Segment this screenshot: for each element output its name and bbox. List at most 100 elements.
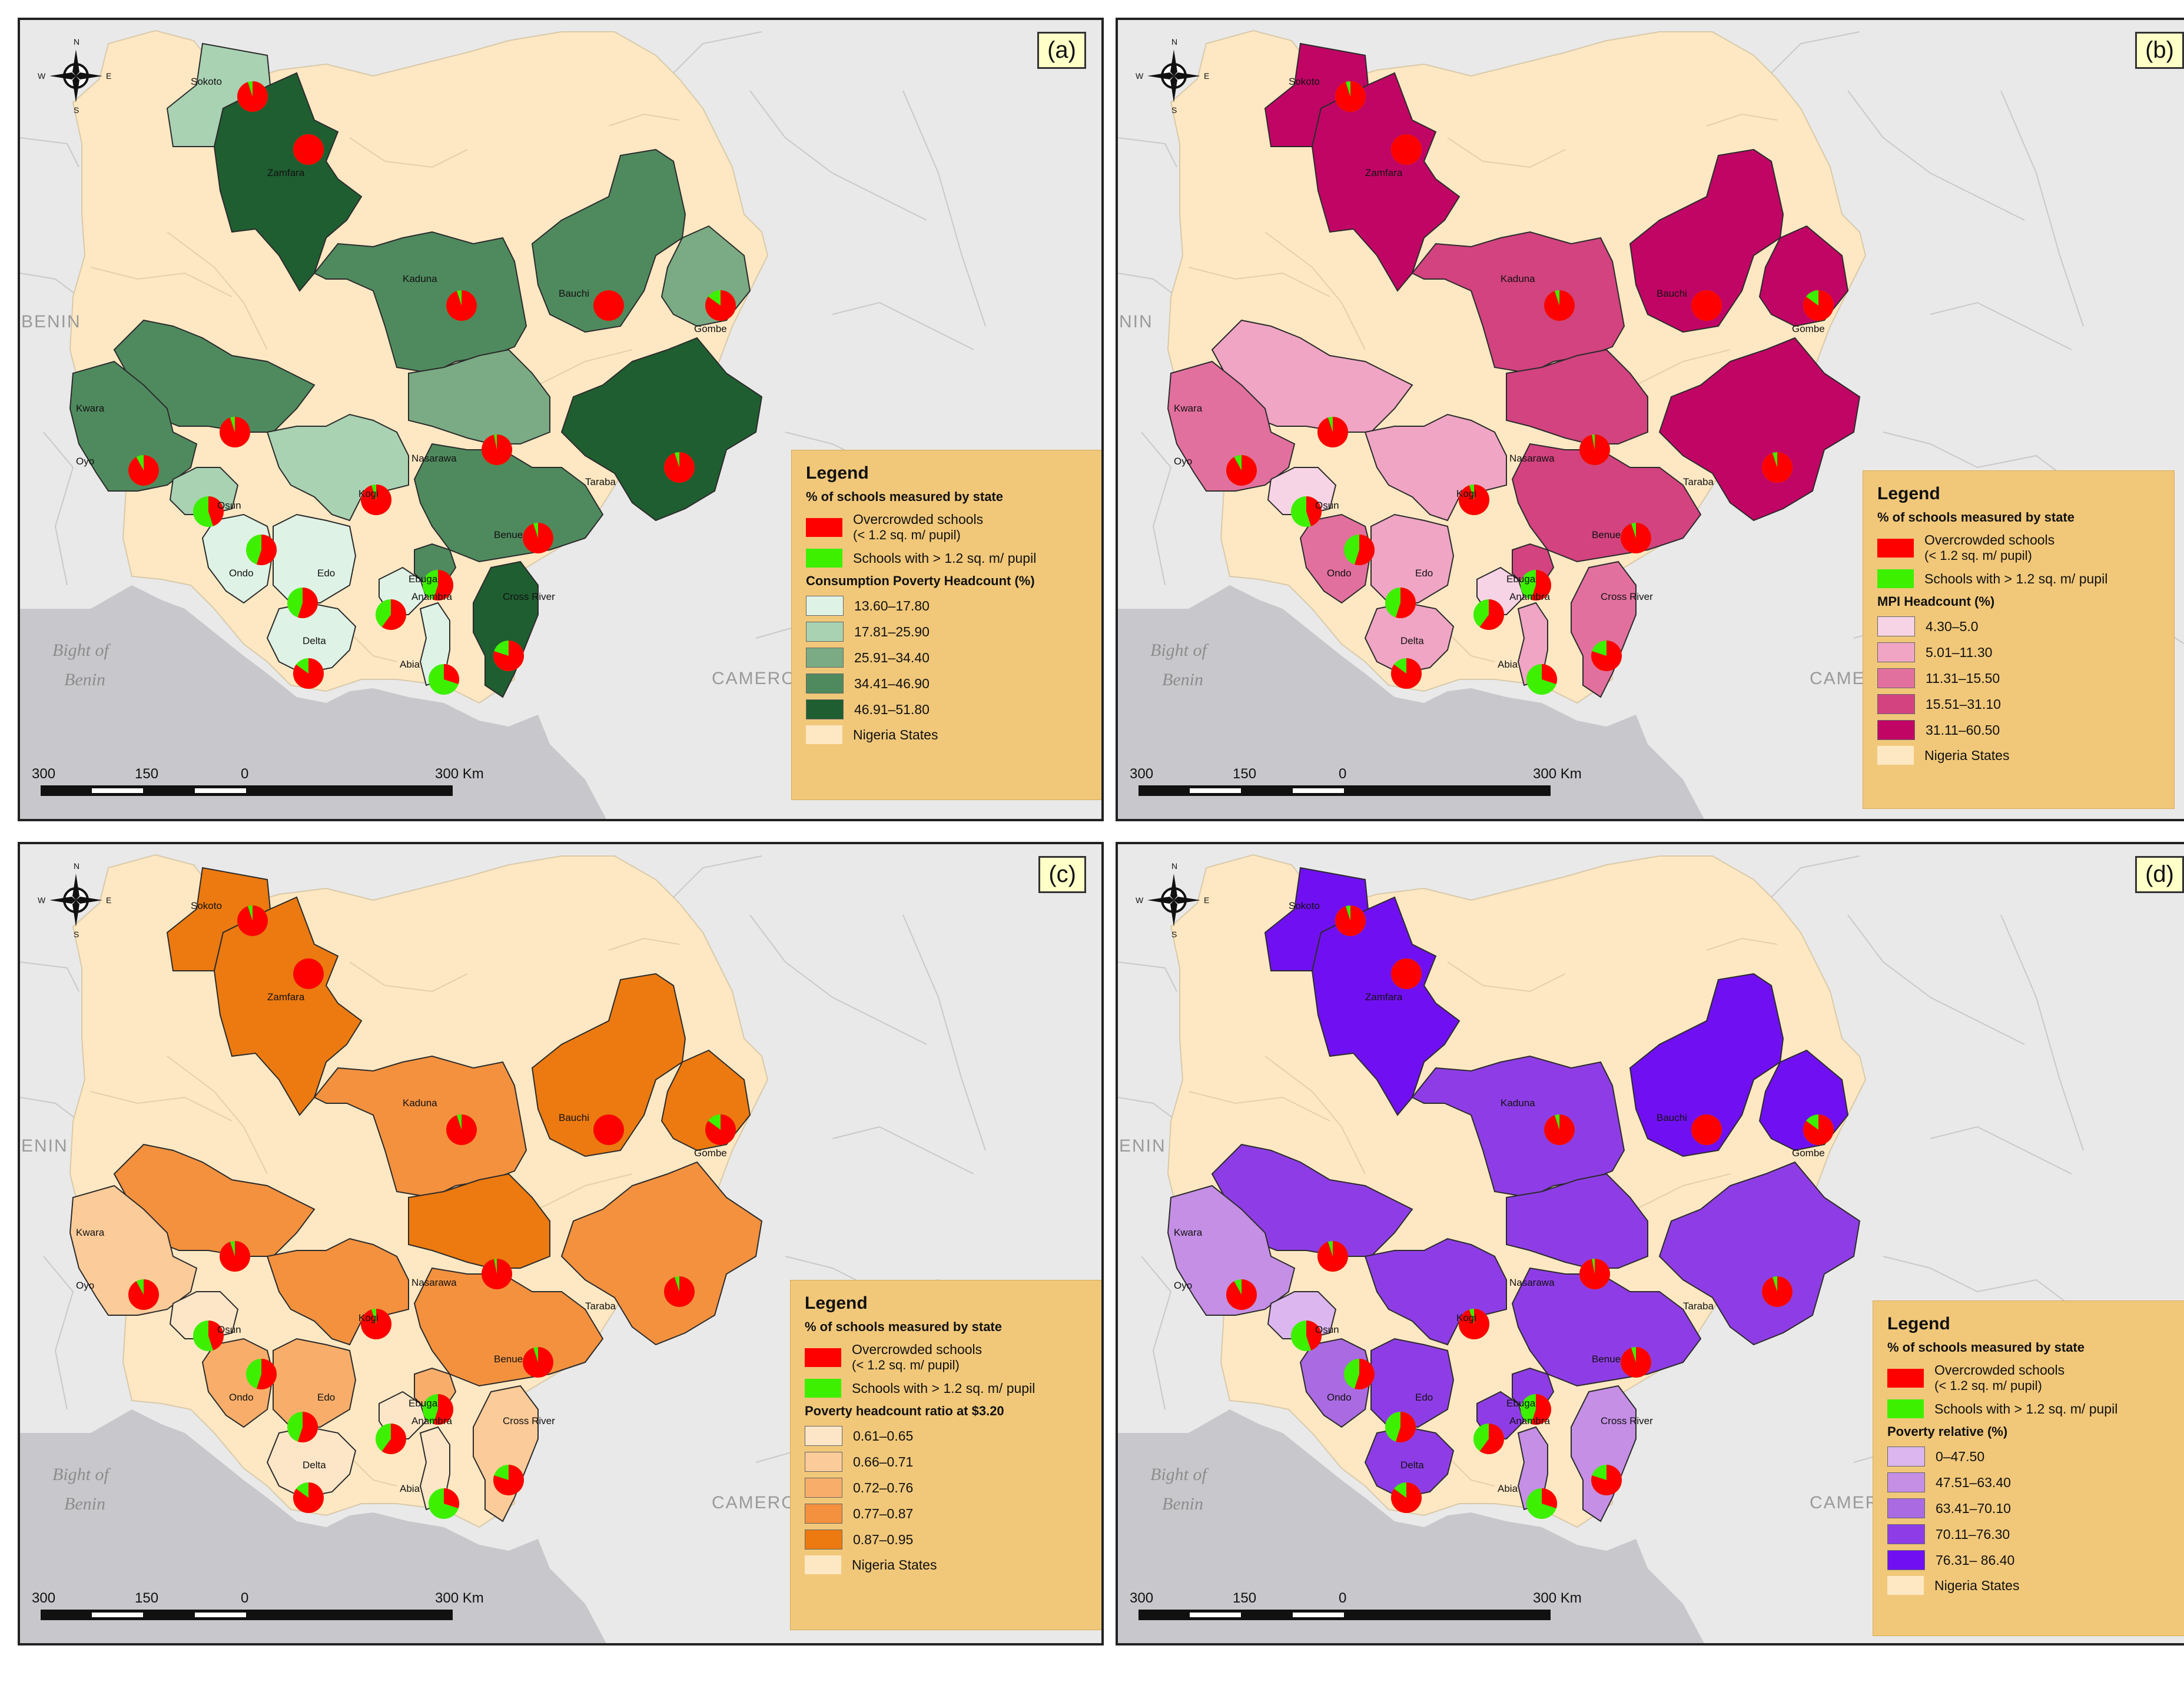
pie-overcrowded-slice [256, 1359, 277, 1389]
state-label: Zamfara [267, 991, 305, 1003]
state-label: Abia [1498, 1483, 1518, 1494]
state-label: Benue [1592, 529, 1621, 540]
overcrowded-label: Overcrowded schools [853, 512, 984, 527]
pie-oyo [1226, 455, 1257, 486]
pie-overcrowded-slice [482, 434, 513, 465]
legend-title: Legend [1877, 484, 1940, 503]
pie-oyo [128, 1279, 159, 1310]
pie-overcrowded-slice [1531, 570, 1551, 601]
state-osun [169, 1291, 239, 1339]
pie-nasarawa [1579, 434, 1611, 465]
class-label: 5.01–11.30 [1926, 644, 1993, 660]
state-label: Ebuga [409, 573, 438, 585]
state-label: Edo [317, 568, 335, 579]
pie-sokoto [1335, 81, 1366, 112]
overcrowded-label: Overcrowded schools [852, 1342, 983, 1357]
scale-bar-segment [1190, 788, 1241, 793]
scale-label: 300 [1130, 766, 1153, 782]
pie-taraba [1762, 452, 1793, 483]
compass-w: W [38, 895, 46, 905]
legend-class-3: 25.91–34.40 [806, 648, 1088, 668]
class-swatch [1887, 1447, 1925, 1467]
state-label: Gombe [694, 1147, 727, 1159]
adequate-label: Schools with > 1.2 sq. m/ pupil [852, 1380, 1035, 1396]
state-label: Sokoto [191, 900, 222, 911]
class-label: 0.87–0.95 [853, 1531, 914, 1547]
pie-abia [1526, 1488, 1557, 1519]
state-label: Kogi [1456, 488, 1476, 499]
pie-overcrowded-slice [493, 641, 524, 671]
state-label: Cross River [503, 1415, 555, 1426]
pie-ondo [246, 1359, 277, 1389]
legend-title: Legend [806, 463, 869, 483]
state-boundary-line [1447, 1456, 1495, 1487]
state-label: Osun [217, 500, 241, 511]
pie-taraba [664, 452, 695, 483]
panel-tag: (a) [1037, 32, 1086, 69]
legend-subtitle: % of schools measured by state [806, 489, 1003, 504]
state-label: Taraba [1683, 476, 1714, 487]
state-label: Osun [1315, 500, 1339, 511]
state-label: Delta [303, 635, 326, 646]
pie-overcrowded-slice [297, 588, 318, 618]
legend-class-1: 4.30–5.0 [1877, 616, 2160, 636]
pie-overcrowded-slice [1621, 523, 1652, 553]
overcrowded-sub: (< 1.2 sq. m/ pupil) [852, 1358, 960, 1372]
pie-sokoto [1335, 905, 1366, 936]
state-label: Anambra [411, 1415, 453, 1426]
state-bauchi [531, 148, 686, 333]
state-label: Osun [1315, 1324, 1339, 1335]
state-label: Oyo [76, 1280, 94, 1291]
class-label: 0–47.50 [1936, 1448, 1985, 1464]
state-zamfara [1311, 72, 1461, 292]
pie-kwara [219, 1241, 250, 1272]
state-osun [1267, 1291, 1337, 1339]
pie-ondo [1344, 1359, 1375, 1389]
pie-zamfara [1391, 134, 1422, 165]
pie-overcrowded-slice [1479, 599, 1505, 631]
scale-bar-base [41, 1610, 453, 1620]
pie-zamfara [293, 958, 324, 989]
state-label: Sokoto [1289, 900, 1320, 911]
compass-n: N [1171, 37, 1177, 47]
pie-sokoto [237, 905, 268, 936]
class-label: 25.91–34.40 [854, 649, 930, 665]
sea-area [1118, 1409, 1704, 1643]
state-taraba [560, 1161, 763, 1346]
label-benin: ENIN [1119, 1136, 1166, 1156]
state-boundary-line [167, 231, 268, 350]
pie-bauchi [593, 290, 624, 321]
pie-overcrowded-slice [444, 1488, 460, 1509]
legend-overcrowded: Overcrowded schools (< 1.2 sq. m/ pupil) [806, 512, 1088, 543]
state-label: Zamfara [1365, 167, 1403, 178]
state-boundary-line [537, 1173, 633, 1210]
label-benin-sea: Benin [1162, 670, 1203, 689]
pie-kaduna [446, 290, 477, 321]
class-swatch [806, 674, 844, 694]
legend-class-5: 76.31– 86.40 [1887, 1550, 2170, 1570]
other-swatch [805, 1555, 841, 1574]
legend-class-4: 70.11–76.30 [1887, 1524, 2170, 1544]
legend-subtitle: % of schools measured by state [1877, 510, 2075, 525]
compass-icon: N S E W [1136, 861, 1209, 939]
legend-title: Legend [805, 1293, 868, 1313]
pie-delta [1391, 658, 1422, 689]
state-label: Ebuga [1506, 573, 1536, 585]
state-label: Ondo [1327, 1392, 1352, 1403]
pie-kaduna [1544, 1114, 1575, 1145]
pie-overcrowded-slice [1691, 1114, 1722, 1145]
legend-adequate: Schools with > 1.2 sq. m/ pupil [1877, 569, 2160, 588]
legend-adequate: Schools with > 1.2 sq. m/ pupil [806, 549, 1088, 568]
scale-label: 300 [32, 1590, 55, 1606]
pie-delta [293, 658, 324, 689]
state-boundary-line [1447, 632, 1495, 662]
pie-overcrowded-slice [1803, 290, 1834, 321]
legend-adequate: Schools with > 1.2 sq. m/ pupil [1887, 1399, 2170, 1418]
compass-icon: N S E W [38, 861, 111, 939]
pie-overcrowded-slice [1317, 1241, 1348, 1272]
adequate-swatch [1887, 1399, 1924, 1418]
scale-bar: 300 150 0 300 Km [1130, 1590, 1582, 1620]
class-label: 13.60–17.80 [854, 598, 930, 613]
state-label: Sokoto [191, 76, 222, 87]
